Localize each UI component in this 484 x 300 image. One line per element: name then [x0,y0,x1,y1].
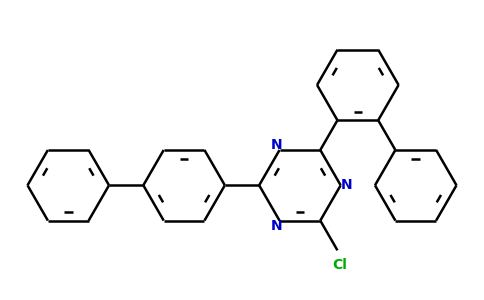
Text: N: N [271,138,282,152]
Text: Cl: Cl [332,258,347,272]
Text: N: N [341,178,352,192]
Text: N: N [271,219,282,233]
